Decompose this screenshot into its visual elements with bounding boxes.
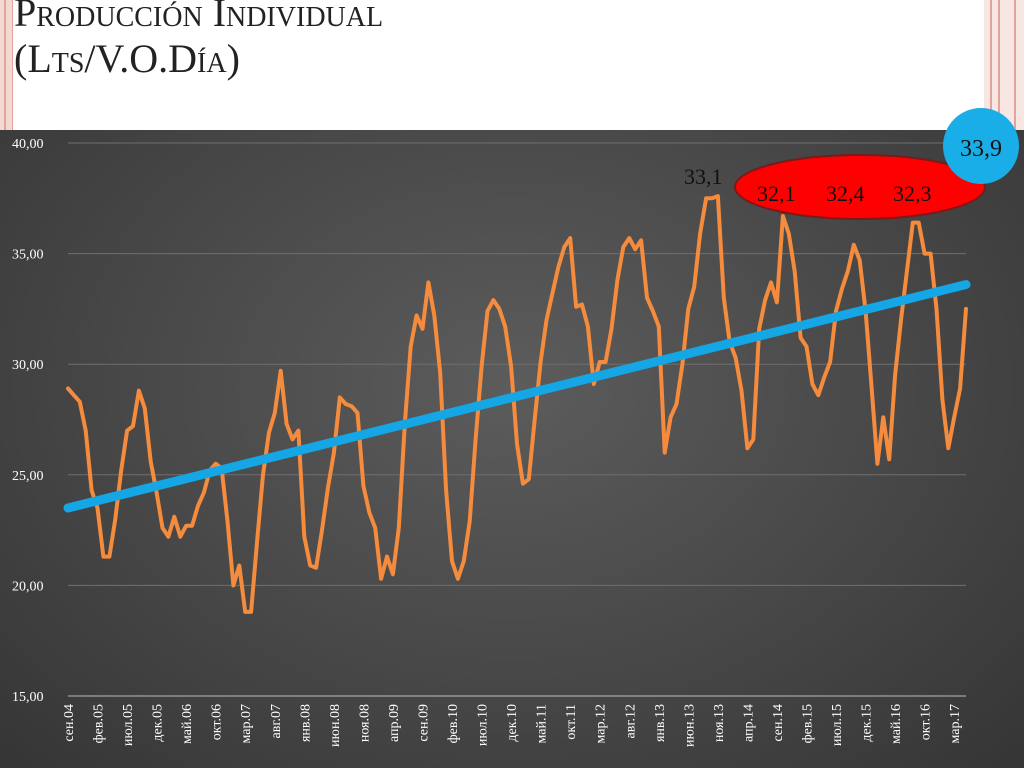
x-tick-label: май.16 <box>889 704 904 744</box>
annotation-label: 32,4 <box>826 181 865 206</box>
x-tick-label: фев.15 <box>800 704 815 743</box>
x-tick-label: сен.04 <box>62 704 77 742</box>
slide-title: Producción Individual (Lts/V.O.Día) <box>14 0 383 82</box>
y-tick-label: 30,00 <box>12 358 44 373</box>
highlight-badge <box>943 108 1019 184</box>
x-tick-label: июн.13 <box>682 704 697 747</box>
y-tick-labels: 15,00 20,00 25,00 30,00 35,00 40,00 <box>12 137 44 705</box>
annotation-label: 32,3 <box>893 181 932 206</box>
annotation-label: 33,9 <box>960 136 1002 162</box>
slide-title-line2: (Lts/V.O.Día) <box>14 36 240 81</box>
x-tick-label: авг.07 <box>269 704 284 739</box>
title-decoration-left <box>0 0 13 130</box>
x-tick-label: окт.06 <box>210 704 225 740</box>
x-tick-label: ноя.08 <box>357 704 372 742</box>
x-tick-label: май.06 <box>180 704 195 744</box>
title-decoration-right <box>984 0 1024 130</box>
x-tick-label: окт.11 <box>564 704 579 740</box>
x-tick-labels: сен.04 фев.05 июл.05 дек.05 май.06 окт.06 мар.… <box>62 704 963 747</box>
x-tick-label: июл.05 <box>121 704 136 746</box>
y-tick-label: 40,00 <box>12 137 44 152</box>
series-layer <box>63 194 971 614</box>
highlight-ellipse <box>734 154 986 220</box>
x-tick-label: сен.14 <box>771 704 786 742</box>
x-tick-label: янв.08 <box>298 704 313 742</box>
x-tick-label: мар.17 <box>948 704 963 743</box>
x-tick-label: апр.09 <box>387 704 402 742</box>
y-tick-label: 35,00 <box>12 248 44 263</box>
slide-title-line1: Producción Individual <box>14 0 384 35</box>
x-tick-label: окт.16 <box>919 704 934 740</box>
y-tick-label: 20,00 <box>12 579 44 594</box>
x-tick-label: июн.08 <box>328 704 343 747</box>
x-tick-label: май.11 <box>535 704 550 743</box>
x-tick-label: авг.12 <box>623 704 638 739</box>
production-series-line <box>66 194 968 614</box>
x-tick-label: янв.13 <box>653 704 668 742</box>
x-tick-label: апр.14 <box>741 704 756 742</box>
y-tick-label: 25,00 <box>12 469 44 484</box>
x-tick-label: мар.07 <box>239 704 254 743</box>
x-tick-label: июл.10 <box>476 704 491 746</box>
x-tick-label: фев.10 <box>446 704 461 743</box>
x-tick-label: дек.15 <box>860 704 875 742</box>
annotations-layer: 33,1 32,1 32,4 32,3 33,9 <box>684 108 1019 220</box>
x-tick-label: июл.15 <box>830 704 845 746</box>
x-tick-label: сен.09 <box>416 704 431 742</box>
annotation-label: 33,1 <box>684 164 723 189</box>
x-tick-label: фев.05 <box>92 704 107 743</box>
x-tick-label: дек.05 <box>151 704 166 742</box>
chart-background <box>0 130 1024 768</box>
trend-line <box>63 280 971 513</box>
x-tick-label: мар.12 <box>594 704 609 743</box>
y-tick-label: 15,00 <box>12 690 44 705</box>
x-tick-label: дек.10 <box>505 704 520 742</box>
x-tick-label: ноя.13 <box>712 704 727 742</box>
annotation-label: 32,1 <box>757 181 796 206</box>
